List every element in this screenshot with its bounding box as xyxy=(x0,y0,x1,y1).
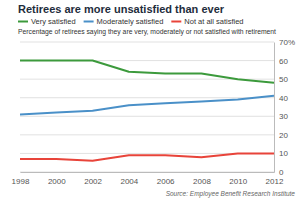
y-tick-label: 10 xyxy=(279,149,288,158)
x-axis: 1998 2000 2002 2004 2006 2008 2010 2012 xyxy=(12,172,284,186)
y-tick: 50 xyxy=(274,75,288,84)
x-tick-label: 1998 xyxy=(12,177,30,186)
x-tick: 2002 xyxy=(84,172,102,186)
x-tick: 2004 xyxy=(120,172,138,186)
grid-line xyxy=(20,116,274,117)
y-tick: 30 xyxy=(274,112,288,121)
grid-line xyxy=(20,97,274,98)
legend-item: Moderately satisfied xyxy=(84,17,164,26)
y-tick-label: 70% xyxy=(279,38,295,47)
y-tick-label: 50 xyxy=(279,75,288,84)
x-tick: 2010 xyxy=(229,172,247,186)
y-tick: 20 xyxy=(274,131,288,140)
x-tick-label: 2000 xyxy=(48,177,66,186)
y-tick: 70% xyxy=(274,38,295,47)
grid xyxy=(20,42,274,172)
legend-item: Very satisfied xyxy=(18,17,76,26)
x-tick: 2000 xyxy=(48,172,66,186)
legend-label: Not at all satisfied xyxy=(184,17,243,26)
x-tick-label: 2006 xyxy=(157,177,175,186)
y-tick: 40 xyxy=(274,94,288,103)
y-tick-label: 40 xyxy=(279,94,288,103)
legend-swatch xyxy=(18,21,28,23)
x-tick-label: 2010 xyxy=(229,177,247,186)
y-tick: 60 xyxy=(274,57,288,66)
legend-swatch xyxy=(84,21,94,23)
x-tick-label: 2012 xyxy=(266,177,284,186)
legend-item: Not at all satisfied xyxy=(171,17,243,26)
plot-area xyxy=(20,61,274,161)
grid-line xyxy=(20,134,274,135)
x-axis-line xyxy=(21,172,275,173)
x-tick: 2006 xyxy=(157,172,175,186)
y-axis-line xyxy=(274,43,275,173)
subtitle: Percentage of retirees saying they are v… xyxy=(18,28,276,36)
chart: Retirees are more unsatisfied than ever V… xyxy=(0,0,300,200)
y-tick-label: 60 xyxy=(279,57,288,66)
x-tick-label: 2002 xyxy=(84,177,102,186)
x-tick: 2008 xyxy=(193,172,211,186)
source-note: Source: Employee Benefit Research Instit… xyxy=(166,190,296,198)
grid-line xyxy=(20,172,274,173)
x-tick: 1998 xyxy=(12,172,30,186)
x-tick-label: 2008 xyxy=(193,177,211,186)
x-tick-label: 2004 xyxy=(120,177,138,186)
legend-label: Very satisfied xyxy=(31,17,76,26)
series-line xyxy=(20,153,274,160)
x-tick: 2012 xyxy=(266,172,284,186)
y-tick-label: 20 xyxy=(279,131,288,140)
series-line xyxy=(20,61,274,83)
legend-swatch xyxy=(171,21,181,23)
background xyxy=(0,0,300,200)
series-line xyxy=(20,96,274,115)
y-tick-label: 30 xyxy=(279,112,288,121)
grid-line xyxy=(20,42,274,43)
y-axis: 010203040506070% xyxy=(274,38,295,177)
y-tick: 10 xyxy=(274,149,288,158)
legend-label: Moderately satisfied xyxy=(97,17,164,26)
legend: Very satisfied Moderately satisfied Not at… xyxy=(18,17,244,26)
title: Retirees are more unsatisfied than ever xyxy=(18,3,225,15)
